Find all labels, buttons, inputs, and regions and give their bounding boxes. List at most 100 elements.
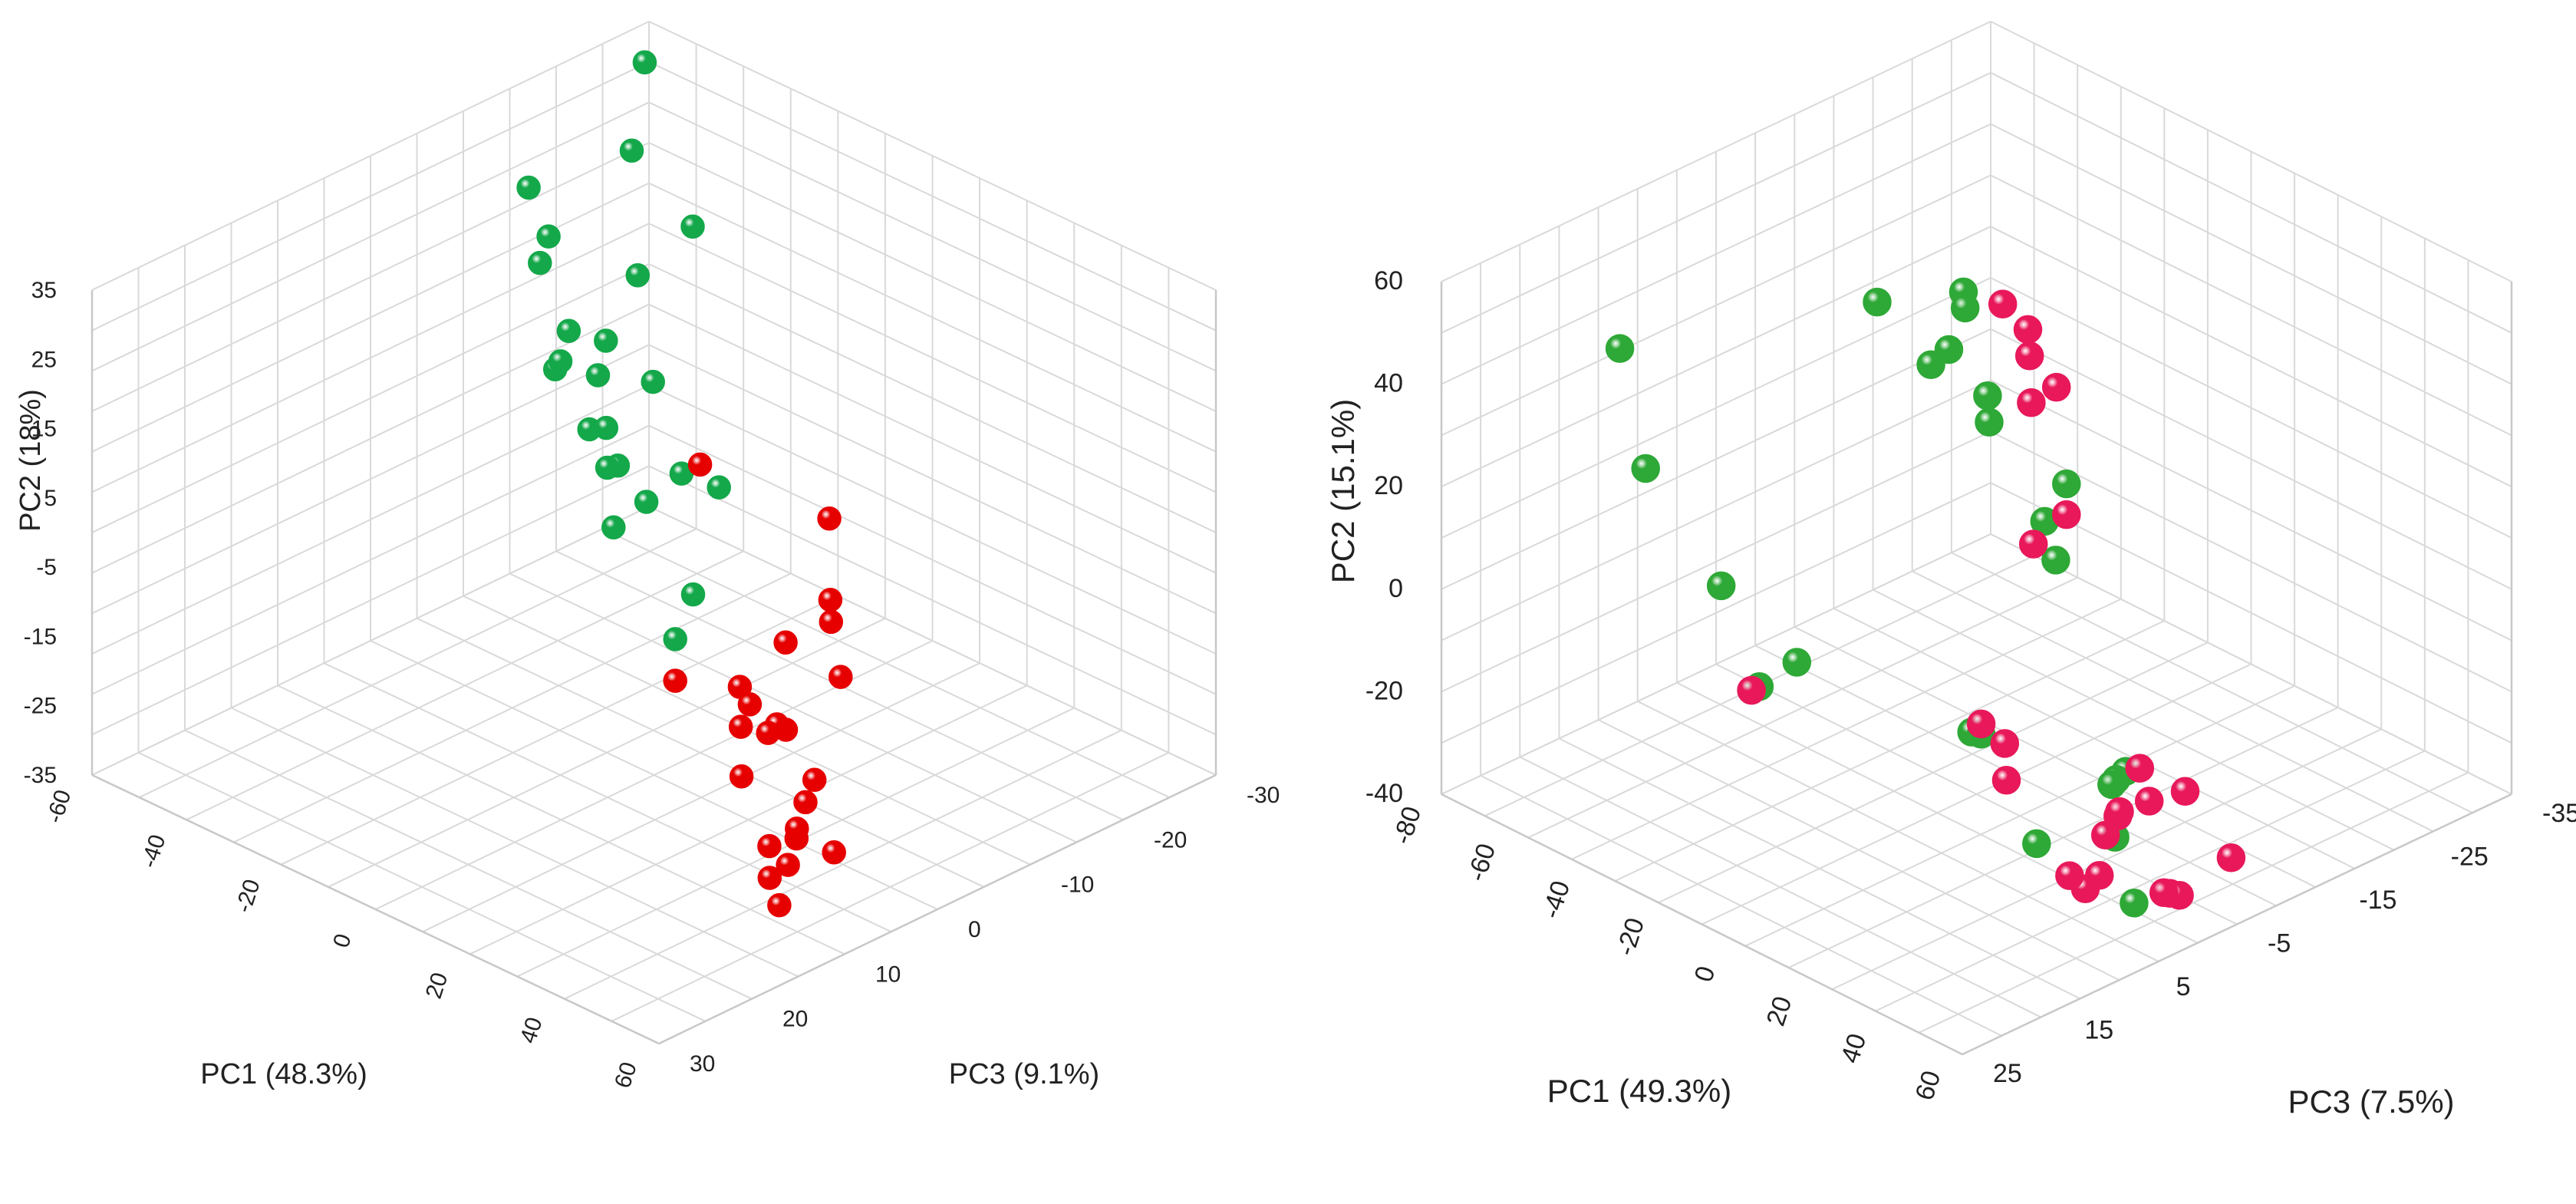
group-green-point xyxy=(680,582,706,607)
z-tick-label: -25 xyxy=(2451,843,2489,872)
z-tick-label: -10 xyxy=(1061,872,1094,898)
box-edges xyxy=(1440,282,2513,1056)
group-green-point xyxy=(634,490,659,514)
group-red-point xyxy=(802,767,827,792)
group-red-point xyxy=(817,506,842,531)
y-tick-label: -40 xyxy=(1365,779,1403,808)
group-red-point xyxy=(729,764,754,789)
group-green-point xyxy=(707,475,731,500)
group-green-point xyxy=(594,328,618,353)
group-green-point xyxy=(1631,454,1660,483)
y-tick-label: 60 xyxy=(1374,266,1403,295)
series-group-red xyxy=(1737,289,2246,910)
group-green-point xyxy=(2022,829,2051,859)
y-tick-label: 15 xyxy=(31,417,57,442)
group-green-point xyxy=(595,455,620,480)
series-group-green xyxy=(516,50,731,651)
z-tick-label: -35 xyxy=(2542,799,2576,828)
group-red-point xyxy=(2017,388,2046,417)
group-green-point xyxy=(625,263,651,288)
group-green-point xyxy=(619,138,644,163)
x-tick-label: -60 xyxy=(1462,840,1501,885)
group-green-point xyxy=(1973,381,2002,411)
group-green-point xyxy=(1863,287,1892,317)
group-green-point xyxy=(516,175,541,200)
group-red-point xyxy=(793,790,818,815)
x-tick-label: 20 xyxy=(421,969,453,1001)
group-green-point xyxy=(663,627,687,651)
axis-titles: PC1 (49.3%) PC3 (7.5%) PC2 (15.1%) xyxy=(1325,399,2455,1120)
group-red-point xyxy=(767,892,792,918)
group-red-point xyxy=(822,840,846,865)
group-green-point xyxy=(1916,350,1945,379)
group-red-point xyxy=(737,692,763,717)
z-axis-title: PC3 (7.5%) xyxy=(2288,1084,2454,1120)
x-tick-label: 0 xyxy=(328,931,357,951)
group-red-point xyxy=(828,665,853,689)
tick-labels: 6040200-20-40-80-60-40-200204060-35-25-1… xyxy=(1365,266,2576,1103)
group-green-point xyxy=(641,369,665,394)
group-green-point xyxy=(2097,770,2126,800)
x-axis-title: PC1 (49.3%) xyxy=(1547,1073,1731,1109)
z-tick-label: 5 xyxy=(2176,972,2191,1001)
group-red-point xyxy=(756,721,780,745)
group-red-point xyxy=(818,588,843,612)
x-tick-label: -20 xyxy=(231,876,265,915)
x-tick-label: -60 xyxy=(42,787,77,826)
x-tick-label: 60 xyxy=(610,1059,642,1091)
group-red-point xyxy=(2216,843,2246,872)
group-green-point xyxy=(1706,571,1736,601)
z-tick-label: 15 xyxy=(2084,1016,2113,1045)
z-tick-label: -15 xyxy=(2359,886,2396,915)
z-tick-label: 20 xyxy=(782,1007,808,1032)
y-tick-label: -25 xyxy=(24,694,57,719)
y-tick-label: 5 xyxy=(44,486,57,511)
z-tick-label: -20 xyxy=(1154,827,1187,853)
y-tick-label: 20 xyxy=(1374,471,1403,500)
group-green-point xyxy=(632,50,657,75)
pca-plot-left: 35 25 15 5 -5 -15 -25 -35 -60 -40 -20 0 20 40 60 -30 -20… xyxy=(15,21,1280,1091)
y-tick-label: -35 xyxy=(24,763,57,788)
pca-plot-right: 60 40 20 0 -20 -40 -80 -60 -40 -20 0 20 40 60 -35 -25 -1… xyxy=(1288,0,2576,1204)
group-red-point xyxy=(2052,500,2081,529)
data-points xyxy=(1605,277,2246,918)
group-green-point xyxy=(594,415,619,440)
z-tick-label: -5 xyxy=(2268,929,2291,958)
group-red-point xyxy=(2170,777,2200,806)
y-tick-label: 0 xyxy=(1388,574,1403,603)
z-tick-label: 30 xyxy=(690,1051,715,1077)
y-tick-label: 35 xyxy=(31,278,57,303)
group-red-point xyxy=(776,853,800,877)
y-tick-label: 25 xyxy=(31,347,57,372)
group-green-point xyxy=(536,224,561,249)
group-green-point xyxy=(548,349,573,374)
z-tick-label: 10 xyxy=(875,962,901,987)
group-red-point xyxy=(2105,797,2134,826)
group-red-point xyxy=(773,630,798,655)
group-green-point xyxy=(585,363,611,388)
group-green-point xyxy=(2041,546,2070,575)
y-tick-label: 40 xyxy=(1374,369,1403,398)
group-red-point xyxy=(1990,729,2020,758)
y-tick-label: -5 xyxy=(36,555,57,580)
group-red-point xyxy=(2090,820,2120,850)
y-axis-title: PC2 (15.1%) xyxy=(1325,399,1361,583)
tick-labels: 35 25 15 5 -5 -15 -25 -35-60 -40 -20 0 20 40 60 -30 -20… xyxy=(24,278,1280,1091)
x-tick-label: 40 xyxy=(516,1014,548,1047)
group-green-point xyxy=(2120,889,2149,918)
x-tick-label: 20 xyxy=(1761,993,1798,1030)
group-red-point xyxy=(2125,754,2155,783)
group-green-point xyxy=(601,515,626,539)
group-green-point xyxy=(1975,407,2004,437)
group-green-point xyxy=(528,250,552,275)
y-tick-label: -20 xyxy=(1365,676,1403,705)
y-axis-title: PC2 (18%) xyxy=(15,389,47,532)
x-tick-label: -80 xyxy=(1388,803,1427,847)
group-red-point xyxy=(1966,709,1996,739)
group-red-point xyxy=(728,714,753,739)
group-red-point xyxy=(2149,878,2179,907)
x-tick-label: 60 xyxy=(1910,1067,1947,1104)
axis-titles: PC1 (48.3%) PC3 (9.1%) PC2 (18%) xyxy=(15,389,1099,1090)
group-green-point xyxy=(2052,469,2081,499)
group-red-point xyxy=(1991,765,2021,795)
